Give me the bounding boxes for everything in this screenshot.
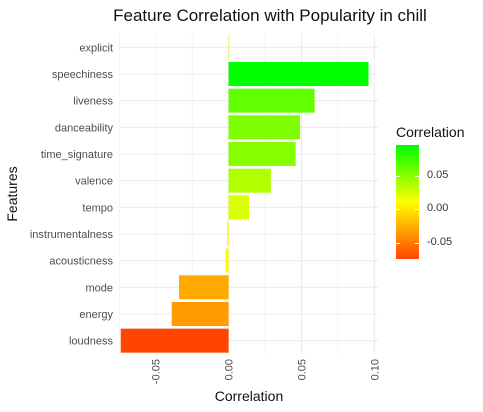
- bar-loudness: [120, 328, 229, 353]
- legend-tick-mark: [415, 175, 419, 177]
- legend-tick-label: 0.00: [427, 202, 449, 215]
- y-tick-label: speechiness: [52, 69, 114, 81]
- legend-tick-label: -0.05: [427, 235, 453, 248]
- legend-colorbar: [396, 145, 419, 259]
- y-tick-label: instrumentalness: [30, 229, 114, 241]
- bar-danceability: [228, 115, 301, 140]
- y-tick-label: explicit: [79, 42, 113, 54]
- legend-tick-mark: [415, 242, 419, 244]
- bar-instrumentalness: [227, 222, 229, 246]
- bar-time_signature: [228, 142, 296, 166]
- legend-tick-mark: [396, 175, 400, 177]
- y-axis-title: Features: [4, 166, 20, 221]
- legend-tick-mark: [396, 209, 400, 211]
- y-tick-label: time_signature: [41, 149, 113, 161]
- legend-title: Correlation: [396, 124, 465, 140]
- y-tick-label: energy: [79, 309, 113, 321]
- bar-acousticness: [225, 248, 229, 273]
- y-tick-label: valence: [75, 176, 113, 188]
- y-tick-label: liveness: [73, 96, 113, 108]
- bar-tempo: [228, 195, 249, 220]
- x-axis-title: Correlation: [215, 388, 283, 404]
- chart-title: Feature Correlation with Popularity in c…: [113, 6, 427, 25]
- legend-tick-label: 0.05: [427, 168, 449, 181]
- x-tick-label: 0.00: [224, 359, 236, 380]
- y-tick-label: mode: [85, 282, 113, 294]
- bar-energy: [171, 302, 229, 326]
- x-tick-label: -0.05: [151, 359, 163, 384]
- bar-valence: [228, 168, 271, 193]
- y-tick-label: danceability: [55, 122, 114, 134]
- legend-tick-mark: [415, 209, 419, 211]
- x-tick-label: 0.05: [296, 359, 308, 380]
- x-tick-label: 0.10: [369, 359, 381, 380]
- bar-speechiness: [228, 62, 369, 86]
- bar-liveness: [228, 88, 315, 113]
- bar-mode: [179, 275, 229, 300]
- legend-tick-mark: [396, 242, 400, 244]
- y-tick-label: tempo: [82, 202, 113, 214]
- y-tick-label: acousticness: [49, 256, 113, 268]
- y-tick-label: loudness: [69, 336, 114, 348]
- bar-explicit: [228, 35, 230, 60]
